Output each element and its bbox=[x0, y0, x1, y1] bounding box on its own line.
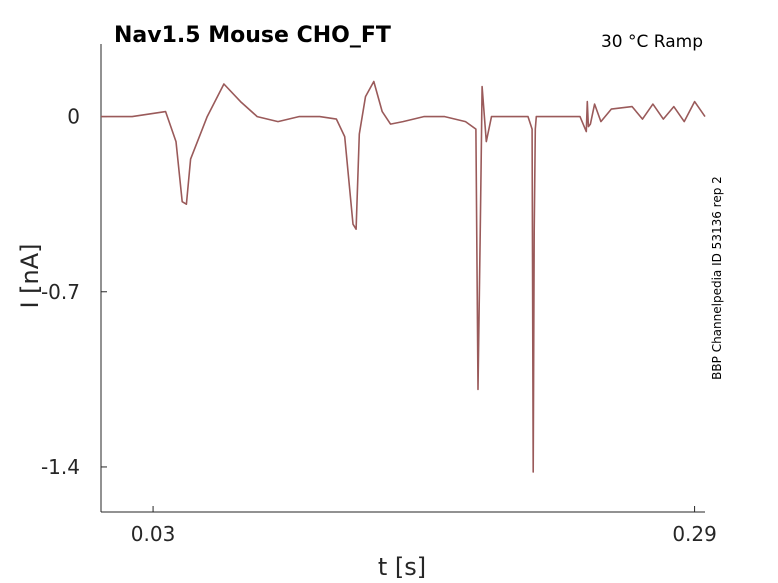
y-tick-label: -1.4 bbox=[41, 455, 80, 479]
side-note: BBP Channelpedia ID 53136 rep 2 bbox=[710, 176, 724, 380]
chart-subtitle: 30 °C Ramp bbox=[601, 32, 703, 52]
y-tick-label: -0.7 bbox=[41, 280, 80, 304]
x-tick-label: 0.29 bbox=[672, 522, 717, 546]
axes bbox=[100, 44, 705, 513]
current-trace-line bbox=[101, 80, 706, 473]
y-tick-label: 0 bbox=[67, 105, 80, 129]
y-axis-label: I [nA] bbox=[16, 243, 44, 308]
x-tick-label: 0.03 bbox=[131, 522, 176, 546]
x-axis-label: t [s] bbox=[378, 553, 426, 581]
chart-title: Nav1.5 Mouse CHO_FT bbox=[114, 23, 391, 48]
